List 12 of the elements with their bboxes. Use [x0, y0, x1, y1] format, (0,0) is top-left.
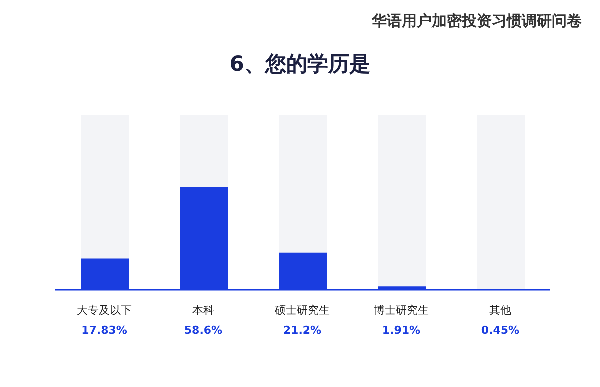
data-label: 58.6% [184, 324, 223, 337]
data-label: 21.2% [283, 324, 322, 337]
chart-title: 6、您的学历是 [228, 51, 372, 78]
x-tick-label: 硕士研究生 [274, 304, 330, 317]
x-tick-label: 其他 [490, 304, 512, 317]
data-label: 0.45% [481, 324, 520, 337]
x-tick-label: 博士研究生 [374, 304, 429, 317]
data-label: 17.83% [82, 324, 128, 337]
x-tick-label: 本科 [192, 304, 214, 317]
x-tick-label: 大专及以下 [77, 304, 132, 317]
chart-subtitle: 华语用户加密投资习惯调研问卷 [372, 12, 582, 31]
data-label: 1.91% [382, 324, 421, 337]
